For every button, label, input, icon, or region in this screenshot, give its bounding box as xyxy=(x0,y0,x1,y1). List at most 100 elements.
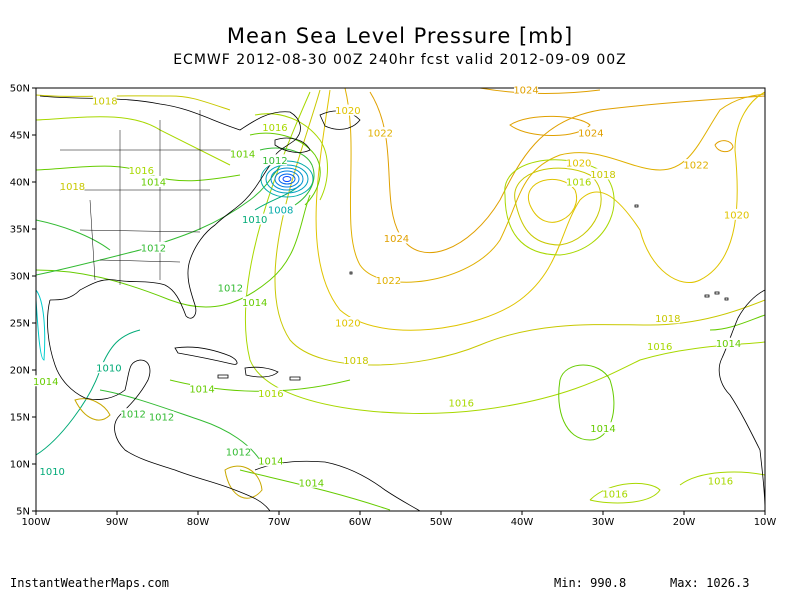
isobar-label: 1016 xyxy=(129,166,154,177)
lon-label: 40W xyxy=(511,517,534,528)
contour-label-bg xyxy=(242,296,267,308)
contour-label-bg xyxy=(724,208,749,220)
contour-label-bg xyxy=(92,95,117,107)
coastline-canary-islands xyxy=(704,291,729,301)
isobar-label: 1014 xyxy=(299,478,324,489)
isobar-1018-cell xyxy=(514,167,602,246)
lat-label: 50N xyxy=(10,84,30,95)
isobar-1016-southeast2 xyxy=(679,471,765,486)
contour-label-bg xyxy=(242,213,267,225)
contour-label-bg xyxy=(121,408,146,420)
contour-label-bg xyxy=(262,121,287,133)
contour-label-bg xyxy=(343,354,368,366)
isobar-label: 1022 xyxy=(368,129,393,140)
coastline-cuba xyxy=(174,346,238,365)
isobar-1024-east xyxy=(714,140,734,153)
isobar-label: 1012 xyxy=(262,156,287,167)
isobar-1016-northwest xyxy=(36,116,231,166)
contour-label-bg xyxy=(384,232,409,244)
lat-label: 5N xyxy=(16,507,30,518)
footer-max-value: Max: 1026.3 xyxy=(670,576,750,590)
isobar-label: 1020 xyxy=(335,106,360,117)
lon-label: 20W xyxy=(673,517,696,528)
contour-label-bg xyxy=(591,168,615,180)
isobar-label: 1018 xyxy=(655,314,680,325)
isobar-1014-ne xyxy=(249,132,321,206)
isobar-1024-north xyxy=(479,88,601,95)
coastline-newfoundland xyxy=(319,110,361,130)
isobar-label: 1016 xyxy=(647,342,672,353)
contour-label-bg xyxy=(647,340,672,352)
isobar-1020 xyxy=(315,89,765,331)
coastline-azores xyxy=(634,204,639,208)
isobar-1024 xyxy=(369,91,765,253)
contour-label-bg xyxy=(60,180,85,192)
isobar-1012 xyxy=(36,159,286,276)
contour-label-bg xyxy=(149,411,174,422)
isobar-label: 1020 xyxy=(566,159,591,170)
footer-min-value: Min: 990.8 xyxy=(554,576,627,590)
isobar-label: 1016 xyxy=(566,178,591,189)
isobar-label: 1014 xyxy=(33,377,58,388)
coastline-north-america xyxy=(39,95,301,319)
contour-label-bg xyxy=(258,455,283,467)
isobar-label: 1014 xyxy=(258,457,283,468)
low-gulf-region xyxy=(36,289,46,361)
contour-label-bg xyxy=(591,422,615,434)
isobar-1014 xyxy=(36,194,311,308)
isobar-label: 1008 xyxy=(268,206,293,217)
lat-label: 30N xyxy=(10,272,30,283)
lat-label: 45N xyxy=(10,131,30,142)
isobar-label: 1016 xyxy=(262,123,287,134)
isobar-1016 xyxy=(244,91,765,414)
isobar-label: 1022 xyxy=(376,276,401,287)
isobar-label: 1014 xyxy=(242,298,267,309)
isobar-label: 1020 xyxy=(724,210,749,221)
isobar-label: 1012 xyxy=(120,410,145,421)
lat-label: 20N xyxy=(10,366,30,377)
lat-label: 15N xyxy=(10,413,30,424)
isobar-label: 1012 xyxy=(149,413,174,424)
isobar-1012-south xyxy=(99,389,261,461)
isobar-1012-ne xyxy=(259,147,315,206)
isobar-label: 1014 xyxy=(189,384,214,395)
isobar-label: 1014 xyxy=(230,149,255,160)
contour-label-bg xyxy=(33,375,58,387)
lat-label: 40N xyxy=(10,178,30,189)
isobar-label: 1016 xyxy=(449,398,474,409)
state-borders xyxy=(60,110,240,285)
isobar-label: 1016 xyxy=(708,476,733,487)
contour-label-bg xyxy=(218,282,243,294)
coastline-hispaniola xyxy=(244,366,279,378)
contour-label-bg xyxy=(655,312,680,324)
contour-label-bg xyxy=(268,204,293,216)
lon-label: 30W xyxy=(592,517,615,528)
isobar-label: 1012 xyxy=(218,284,243,295)
contour-label-bg xyxy=(716,337,741,349)
lon-label: 70W xyxy=(268,517,291,528)
isobar-1020-cell xyxy=(527,178,578,223)
isobar-1018-west xyxy=(36,94,231,111)
isobar-label: 1024 xyxy=(513,85,538,96)
coastline-bermuda xyxy=(349,271,353,275)
contour-label-bg xyxy=(708,474,733,486)
lon-label: 10W xyxy=(754,517,777,528)
lon-label: 50W xyxy=(430,517,453,528)
lon-label: 60W xyxy=(349,517,372,528)
contour-label-bg xyxy=(190,382,215,394)
contour-label-bg xyxy=(96,362,121,374)
contour-label-bg xyxy=(335,104,360,116)
coastline-mexico xyxy=(47,299,271,511)
isobar-1022 xyxy=(344,88,765,283)
lon-label: 90W xyxy=(106,517,129,528)
isobar-label: 1010 xyxy=(96,364,121,375)
isobar-label: 1010 xyxy=(242,215,267,226)
lon-label: 80W xyxy=(187,517,210,528)
coastline-puerto-rico xyxy=(289,376,301,381)
contour-label-bg xyxy=(376,274,401,286)
isobar-1024-cell xyxy=(509,115,591,136)
coastline-nova-scotia xyxy=(274,137,311,153)
isobar-1012-west xyxy=(36,219,111,251)
isobar-1014-east xyxy=(709,314,765,331)
